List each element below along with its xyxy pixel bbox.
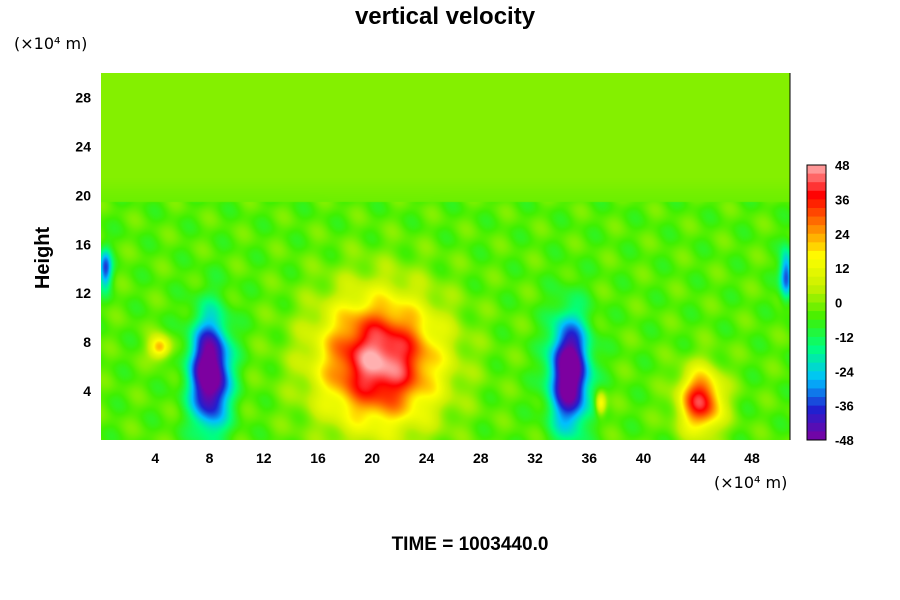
colorbar-tick-label: -48 — [835, 433, 854, 448]
colorbar-level — [807, 165, 826, 175]
time-footer: TIME = 1003440.0 — [392, 534, 549, 555]
colorbar-level — [807, 345, 826, 355]
colorbar-level — [807, 259, 826, 269]
x-tick-labels: 4 8 12 16 20 24 28 32 36 40 44 48 — [151, 450, 760, 466]
colorbar-level — [807, 328, 826, 338]
y-tick-labels: 4 8 12 16 20 24 28 — [75, 89, 91, 399]
x-tick-label: 36 — [581, 450, 597, 466]
colorbar-level — [807, 397, 826, 407]
x-tick-label: 20 — [364, 450, 380, 466]
colorbar-level — [807, 362, 826, 372]
colorbar-level — [807, 388, 826, 398]
colorbar-level — [807, 285, 826, 295]
colorbar-level — [807, 216, 826, 226]
y-tick-label: 4 — [83, 383, 91, 399]
x-tick-label: 12 — [256, 450, 272, 466]
colorbar-tick-label: 0 — [835, 296, 842, 311]
y-tick-label: 16 — [75, 236, 91, 252]
colorbar-level — [807, 371, 826, 381]
colorbar-tick-labels: 48 36 24 12 0 -12 -24 -36 -48 — [835, 158, 855, 448]
colorbar-level — [807, 302, 826, 312]
x-tick-label: 40 — [636, 450, 652, 466]
colorbar-level — [807, 225, 826, 235]
colorbar-level — [807, 276, 826, 286]
y-tick-label: 12 — [75, 285, 91, 301]
colorbar-level — [807, 405, 826, 415]
colorbar-level — [807, 233, 826, 243]
colorbar-tick-label: 48 — [835, 158, 849, 173]
colorbar-level — [807, 199, 826, 209]
y-unit-label: (×10⁴ m) — [14, 34, 87, 53]
x-tick-label: 28 — [473, 450, 489, 466]
colorbar-level — [807, 250, 826, 261]
colorbar-level — [807, 311, 826, 321]
heatmap-plot-area — [101, 73, 791, 440]
colorbar-level — [807, 293, 826, 303]
colorbar-level — [807, 268, 826, 278]
colorbar-levels — [807, 165, 826, 441]
chart-title: vertical velocity — [355, 3, 536, 30]
y-tick-label: 28 — [75, 89, 91, 105]
colorbar-level — [807, 190, 826, 200]
x-tick-label: 8 — [206, 450, 214, 466]
colorbar-level — [807, 422, 826, 432]
colorbar-level — [807, 207, 826, 218]
colorbar-level — [807, 354, 826, 364]
y-tick-label: 24 — [75, 138, 91, 154]
colorbar-frame — [806, 164, 827, 441]
colorbar-level — [807, 336, 826, 346]
colorbar-tick-label: 12 — [835, 261, 849, 276]
y-axis-label: Height — [32, 227, 54, 290]
colorbar-level — [807, 414, 826, 424]
x-tick-label: 16 — [310, 450, 326, 466]
x-unit-label: (×10⁴ m) — [714, 473, 787, 492]
colorbar-tick-label: 36 — [835, 192, 849, 207]
colorbar-level — [807, 182, 826, 192]
colorbar-level — [807, 431, 826, 441]
x-tick-label: 44 — [690, 450, 706, 466]
heatmap-field — [101, 73, 790, 440]
x-tick-label: 24 — [419, 450, 435, 466]
colorbar-level — [807, 379, 826, 389]
colorbar-tick-label: -36 — [835, 399, 854, 414]
colorbar: 48 36 24 12 0 -12 -24 -36 -48 — [806, 158, 855, 448]
x-tick-label: 4 — [151, 450, 159, 466]
y-tick-label: 20 — [75, 187, 91, 203]
x-tick-label: 48 — [744, 450, 760, 466]
colorbar-level — [807, 319, 826, 329]
colorbar-tick-label: 24 — [835, 227, 850, 242]
colorbar-tick-label: -12 — [835, 330, 854, 345]
colorbar-level — [807, 173, 826, 183]
y-tick-label: 8 — [83, 334, 91, 350]
colorbar-level — [807, 242, 826, 252]
colorbar-tick-label: -24 — [835, 364, 855, 379]
x-tick-label: 32 — [527, 450, 543, 466]
